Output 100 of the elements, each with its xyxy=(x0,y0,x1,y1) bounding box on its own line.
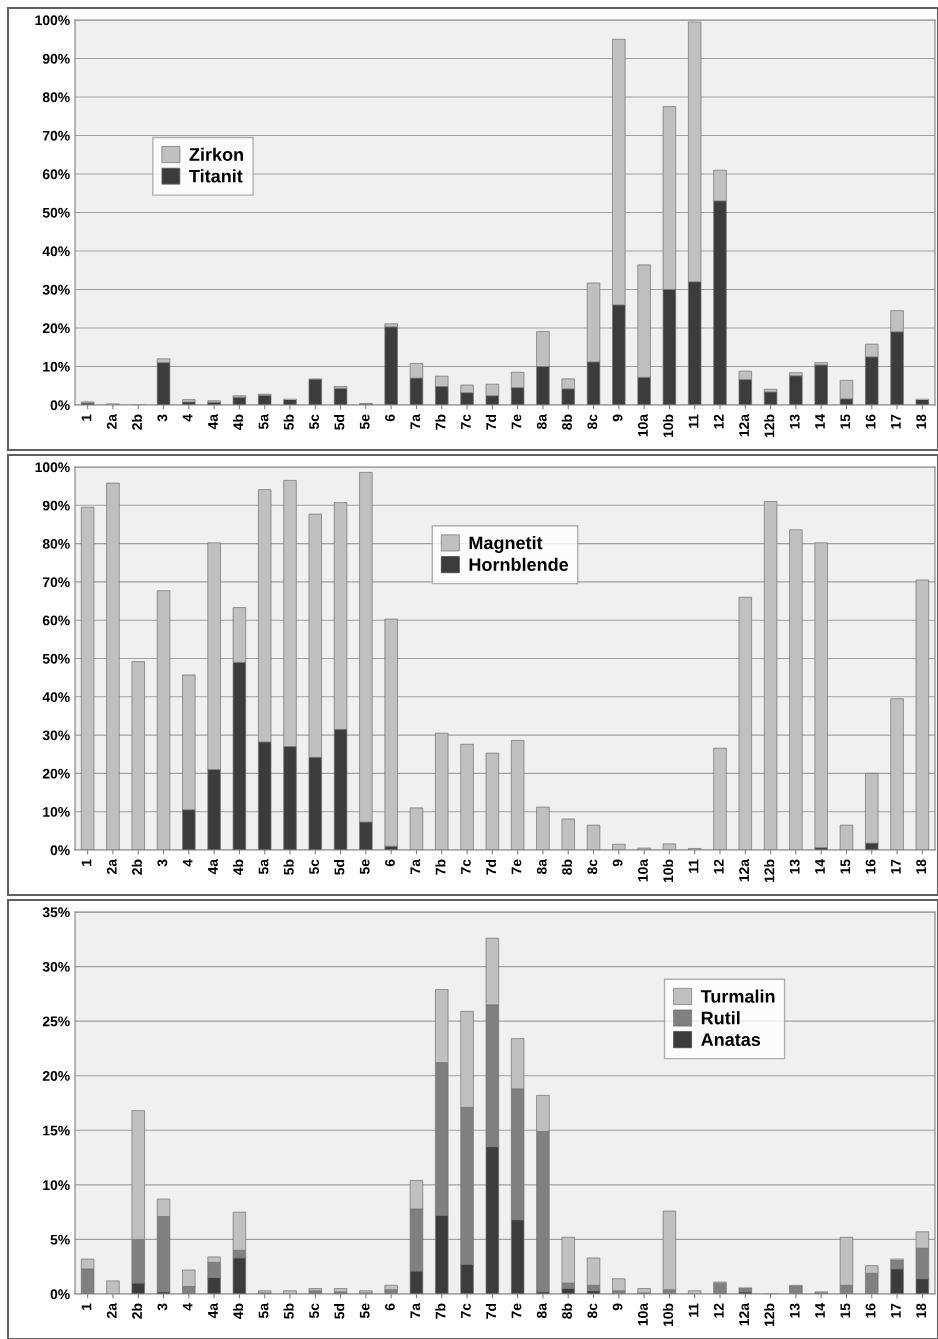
y-tick-label: 60% xyxy=(42,169,70,180)
x-tick-label: 11 xyxy=(688,859,699,873)
x-tick-label: 13 xyxy=(789,1303,800,1318)
x-tick-label: 15 xyxy=(840,859,851,874)
x-tick-label: 2a xyxy=(106,413,117,429)
x-tick-label: 9 xyxy=(612,414,623,422)
x-tick-label: 18 xyxy=(916,1303,927,1318)
x-tick-label: 5c xyxy=(309,414,320,430)
x-tick-label: 4b xyxy=(232,414,244,431)
x-tick-label: 4 xyxy=(182,859,193,867)
x-tick-label: 12a xyxy=(739,858,750,882)
x-tick-label: 11 xyxy=(688,1303,699,1317)
y-tick-label: 20% xyxy=(42,323,70,334)
x-tick-label: 4b xyxy=(232,1303,244,1320)
x-tick-label: 5d xyxy=(334,414,345,430)
x-tick-label: 3 xyxy=(157,1303,168,1311)
y-tick-label: 0% xyxy=(50,1289,70,1300)
x-tick-label: 16 xyxy=(865,859,876,874)
x-tick-label: 1 xyxy=(81,414,92,421)
x-tick-label: 10a xyxy=(638,1302,648,1326)
x-tick-label: 5a xyxy=(258,1302,269,1319)
x-tick-label: 2b xyxy=(131,859,142,875)
x-tick-label: 4a xyxy=(208,858,218,875)
y-tick-label: 40% xyxy=(42,692,70,702)
x-tick-label: 8b xyxy=(561,1303,572,1319)
x-tick-label: 5a xyxy=(258,413,269,430)
y-tick-label: 20% xyxy=(42,1071,70,1081)
x-tick-label: 3 xyxy=(157,859,168,867)
x-tick-label: 6 xyxy=(385,414,395,422)
y-tick-label: 5% xyxy=(50,1234,70,1245)
x-tick-label: 1 xyxy=(81,1303,92,1310)
x-tick-label: 8c xyxy=(587,414,598,430)
x-tick-label: 5e xyxy=(359,859,370,875)
x-tick-label: 16 xyxy=(865,414,876,429)
x-tick-label: 7a xyxy=(410,1302,421,1318)
x-tick-label: 12b xyxy=(764,414,775,438)
x-tick-label: 2a xyxy=(106,1302,117,1318)
x-tick-label: 12a xyxy=(739,1302,750,1326)
x-tick-label: 5d xyxy=(334,859,345,875)
x-tick-label: 7c xyxy=(461,414,471,429)
y-tick-label: 80% xyxy=(42,538,70,549)
x-tick-label: 3 xyxy=(157,414,168,422)
x-tick-label: 4a xyxy=(208,413,218,430)
x-tick-label: 7c xyxy=(461,1303,471,1318)
x-tick-label: 18 xyxy=(916,414,927,429)
x-tick-label: 4 xyxy=(182,1303,193,1311)
x-tick-label: 16 xyxy=(865,1303,876,1318)
x-tick-label: 4a xyxy=(208,1302,218,1319)
x-tick-label: 10b xyxy=(662,414,674,438)
x-tick-label: 14 xyxy=(815,1303,825,1318)
x-tick-label: 6 xyxy=(385,1303,395,1311)
x-tick-label: 8a xyxy=(536,858,547,875)
x-tick-label: 12 xyxy=(713,859,724,874)
x-tick-label: 8a xyxy=(536,1302,547,1319)
legend-label: Hornblende xyxy=(469,557,569,571)
x-tick-label: 5b xyxy=(283,414,294,430)
x-tick-label: 8a xyxy=(536,413,547,430)
x-tick-label: 10a xyxy=(638,413,648,437)
y-tick-label: 80% xyxy=(42,92,70,103)
x-tick-label: 2b xyxy=(131,414,142,430)
x-tick-label: 12b xyxy=(764,1303,775,1327)
x-tick-label: 18 xyxy=(916,859,927,874)
x-tick-label: 7a xyxy=(410,858,421,874)
y-tick-label: 50% xyxy=(42,207,70,218)
x-tick-label: 12b xyxy=(764,859,775,883)
x-tick-label: 7e xyxy=(511,1303,522,1318)
x-tick-label: 5c xyxy=(309,1303,320,1319)
x-tick-label: 5a xyxy=(258,858,269,875)
x-tick-label: 1 xyxy=(81,859,92,866)
y-tick-label: 60% xyxy=(42,615,70,626)
y-tick-label: 100% xyxy=(35,15,70,26)
x-tick-label: 5e xyxy=(359,1303,370,1319)
y-tick-label: 10% xyxy=(43,361,70,372)
x-tick-label: 8b xyxy=(561,414,572,430)
x-tick-label: 2b xyxy=(131,1303,142,1319)
legend-label: Magnetit xyxy=(469,536,543,553)
x-tick-label: 5e xyxy=(359,414,370,430)
x-tick-label: 11 xyxy=(688,414,699,428)
x-tick-label: 4b xyxy=(232,859,244,876)
y-tick-label: 15% xyxy=(43,1125,70,1136)
y-tick-label: 25% xyxy=(42,1016,70,1027)
x-tick-label: 14 xyxy=(815,414,825,429)
x-tick-label: 2a xyxy=(106,858,117,874)
x-tick-label: 14 xyxy=(815,859,825,874)
x-tick-label: 12a xyxy=(739,413,750,437)
x-tick-label: 17 xyxy=(891,859,901,874)
y-tick-label: 30% xyxy=(42,730,70,741)
y-tick-label: 70% xyxy=(42,577,70,588)
x-tick-label: 7e xyxy=(511,859,522,874)
x-tick-label: 13 xyxy=(789,414,800,429)
y-tick-label: 30% xyxy=(42,961,70,972)
x-tick-label: 5c xyxy=(309,859,320,875)
x-tick-label: 5d xyxy=(334,1303,345,1319)
y-tick-label: 10% xyxy=(43,1180,70,1191)
x-tick-label: 7e xyxy=(511,414,522,429)
x-tick-label: 10a xyxy=(638,858,648,882)
x-tick-label: 5b xyxy=(283,859,294,875)
x-tick-label: 7d xyxy=(485,859,497,875)
x-tick-label: 13 xyxy=(789,859,800,874)
legend-label: Turmalin xyxy=(700,989,775,1003)
